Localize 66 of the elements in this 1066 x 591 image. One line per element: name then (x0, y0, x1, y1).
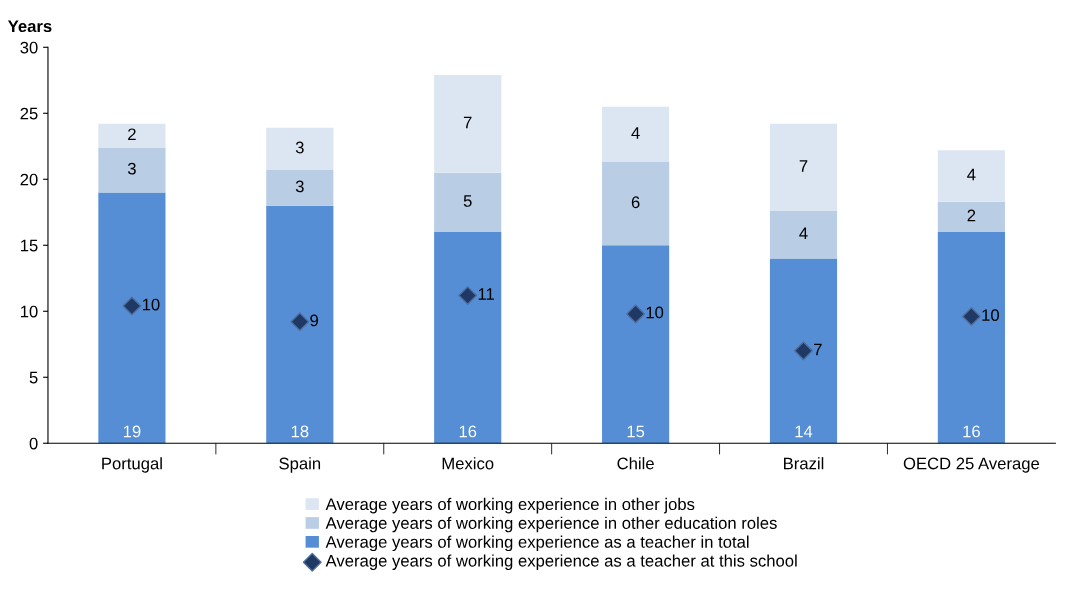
point (290, 312, 310, 332)
point (794, 341, 813, 361)
bar (434, 172, 502, 233)
data-label: 3 (295, 180, 304, 193)
bar (434, 75, 502, 173)
data-label: 7 (814, 343, 822, 356)
bar (769, 258, 838, 444)
data-label: 11 (478, 288, 494, 300)
legend-label: Average years of working experience as a teacher in total (325, 535, 749, 552)
legend-label: Average years of working experience as a teacher at this school (325, 554, 797, 570)
data-label: 9 (310, 314, 319, 327)
point (122, 296, 142, 316)
y-tick-label: 15 (20, 239, 38, 252)
data-label: 2 (128, 128, 136, 141)
point (458, 285, 478, 305)
data-label: 18 (291, 425, 309, 438)
data-label: 4 (631, 127, 640, 139)
y-axis-title: Years (7, 20, 52, 33)
y-tick-label: 20 (20, 173, 38, 186)
bar (937, 150, 1005, 202)
data-label: 14 (795, 425, 813, 438)
y-tick-label: 10 (20, 305, 38, 318)
bar (937, 232, 1005, 444)
data-label: 6 (631, 196, 640, 209)
data-label: 4 (967, 168, 976, 181)
y-tick-label: 0 (29, 437, 38, 450)
point (961, 307, 981, 327)
data-label: 10 (142, 298, 160, 311)
bar (98, 147, 166, 193)
y-tick-label: 25 (20, 107, 38, 120)
data-label: 19 (123, 425, 141, 438)
bar (937, 201, 1005, 233)
bar (266, 205, 334, 444)
data-label: 4 (799, 227, 808, 240)
data-label: 3 (127, 162, 136, 175)
x-tick-label: Brazil (784, 457, 824, 470)
x-tick-label: Spain (279, 457, 321, 473)
data-label: 7 (463, 116, 472, 129)
data-label: 2 (967, 209, 976, 222)
bar (602, 162, 670, 246)
legend-label: Average years of working experience in other education roles (325, 516, 777, 533)
y-tick-label: 5 (29, 371, 38, 384)
data-label: 15 (627, 425, 645, 438)
bar (266, 170, 334, 206)
x-tick-label: Mexico (442, 457, 494, 470)
bar (98, 192, 166, 444)
data-label: 7 (799, 160, 808, 172)
bar (769, 123, 838, 211)
point (626, 304, 646, 324)
data-label: 10 (982, 309, 999, 322)
bar (769, 210, 838, 259)
bar (602, 245, 670, 444)
legend-label: Average years of working experience in other jobs (325, 497, 695, 514)
data-label: 16 (963, 425, 980, 438)
bar (602, 106, 670, 163)
bar (266, 127, 334, 171)
bar (434, 232, 502, 444)
bar (98, 123, 166, 148)
x-tick-label: Portugal (102, 457, 162, 473)
x-tick-label: OECD 25 Average (903, 457, 1040, 473)
y-tick-label: 30 (20, 41, 38, 54)
data-label: 5 (463, 195, 472, 207)
data-label: 10 (646, 306, 664, 319)
data-label: 3 (295, 141, 304, 154)
x-tick-label: Chile (617, 457, 654, 470)
data-label: 16 (459, 425, 477, 438)
